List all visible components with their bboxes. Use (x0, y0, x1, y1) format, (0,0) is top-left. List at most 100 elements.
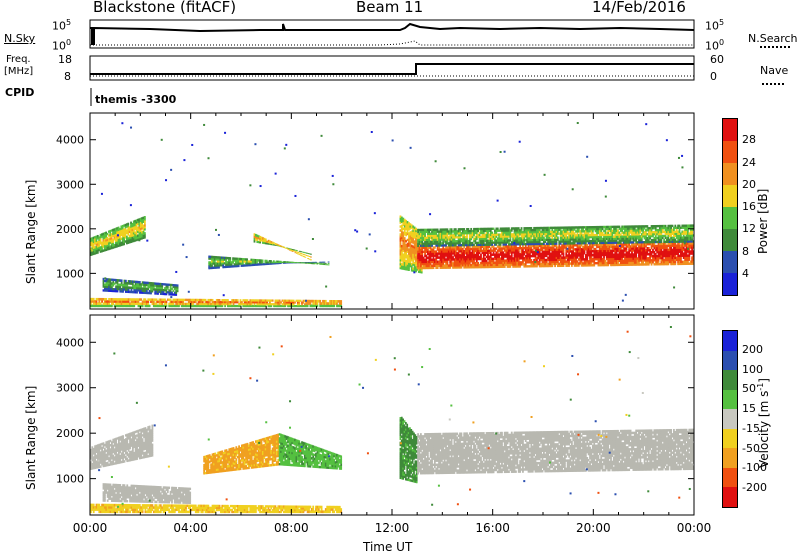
power-cell (432, 254, 435, 257)
power-cell (90, 247, 92, 251)
power-cell (554, 226, 556, 229)
power-cell (597, 229, 600, 233)
power-cell (519, 239, 522, 242)
power-cell (598, 233, 601, 237)
power-cell (433, 260, 436, 263)
power-cell (436, 236, 439, 239)
power-cell (589, 264, 591, 267)
power-cell (454, 250, 457, 253)
power-cell (516, 263, 519, 266)
power-cell (452, 240, 454, 243)
power-cell (135, 234, 138, 238)
power-cell (569, 244, 572, 247)
power-cell (466, 233, 468, 237)
power-cell (445, 242, 447, 245)
power-cell (604, 259, 607, 263)
power-cell (593, 241, 596, 245)
power-cell (503, 249, 506, 252)
power-cell (593, 249, 596, 253)
power-cell (610, 239, 612, 242)
power-cell (225, 261, 227, 264)
power-cell (673, 250, 675, 254)
power-cell (168, 302, 171, 306)
power-cell (670, 246, 673, 250)
power-cell (538, 252, 541, 256)
power-cell (586, 237, 589, 241)
power-cell (529, 234, 531, 238)
power-cell (533, 236, 536, 240)
power-cell (670, 232, 673, 236)
power-cell (402, 243, 405, 246)
power-cell (222, 299, 225, 302)
power-cell (597, 245, 600, 249)
power-cell (101, 233, 103, 236)
power-cell (298, 254, 301, 256)
power-cell (611, 241, 614, 244)
power-cell (131, 302, 134, 306)
power-cell (508, 251, 510, 254)
power-cell (537, 236, 540, 240)
power-cell (547, 250, 549, 254)
power-cell (240, 264, 243, 267)
power-cell (460, 243, 463, 247)
power-cell (587, 245, 590, 249)
power-cell (552, 240, 555, 243)
power-cell (459, 243, 461, 247)
power-cell (645, 251, 647, 254)
power-cell (482, 239, 485, 243)
power-cell (657, 238, 660, 242)
power-cell (426, 242, 429, 245)
power-cell (399, 235, 402, 238)
power-cell (403, 228, 406, 232)
power-cell (614, 241, 617, 244)
power-cell (628, 241, 631, 244)
power-cell (140, 298, 143, 301)
power-cell (150, 300, 152, 303)
power-cell (105, 244, 108, 248)
power-cell (618, 225, 621, 228)
power-cell (612, 247, 615, 250)
power-cell (399, 257, 402, 260)
power-cell (667, 260, 670, 264)
power-cell (632, 239, 635, 242)
power-cell (410, 254, 413, 258)
power-cell (413, 232, 416, 235)
power-cell (628, 259, 631, 262)
power-cell (611, 253, 614, 257)
power-cell (260, 236, 263, 240)
power-cell (463, 232, 466, 235)
power-cell (639, 231, 642, 234)
power-cell (415, 263, 417, 267)
power-cell (218, 266, 220, 269)
power-cell (259, 239, 262, 242)
power-cell (647, 227, 650, 230)
power-cell (513, 263, 516, 266)
power-cell (96, 304, 99, 308)
power-cell (513, 253, 516, 256)
power-cell (517, 231, 520, 234)
power-cell (657, 254, 660, 258)
power-cell (467, 253, 470, 257)
power-cell (460, 252, 463, 255)
power-cell (687, 256, 689, 259)
power-cell (145, 302, 148, 306)
power-cell (506, 251, 509, 254)
power-cell (453, 250, 456, 253)
power-cell (266, 242, 269, 245)
power-cell (661, 262, 664, 266)
power-cell (660, 234, 663, 238)
power-cell (247, 264, 250, 267)
power-cell (517, 261, 520, 264)
power-cell (428, 258, 431, 262)
power-cell (568, 258, 570, 261)
power-cell (107, 230, 110, 233)
power-cell (154, 304, 157, 308)
power-cell (447, 244, 450, 247)
power-cell (551, 248, 554, 251)
power-cell (687, 226, 689, 229)
power-cell (577, 246, 580, 249)
power-cell (406, 254, 409, 257)
power-cell (612, 235, 615, 238)
power-cell (416, 268, 419, 271)
power-cell (453, 244, 456, 247)
